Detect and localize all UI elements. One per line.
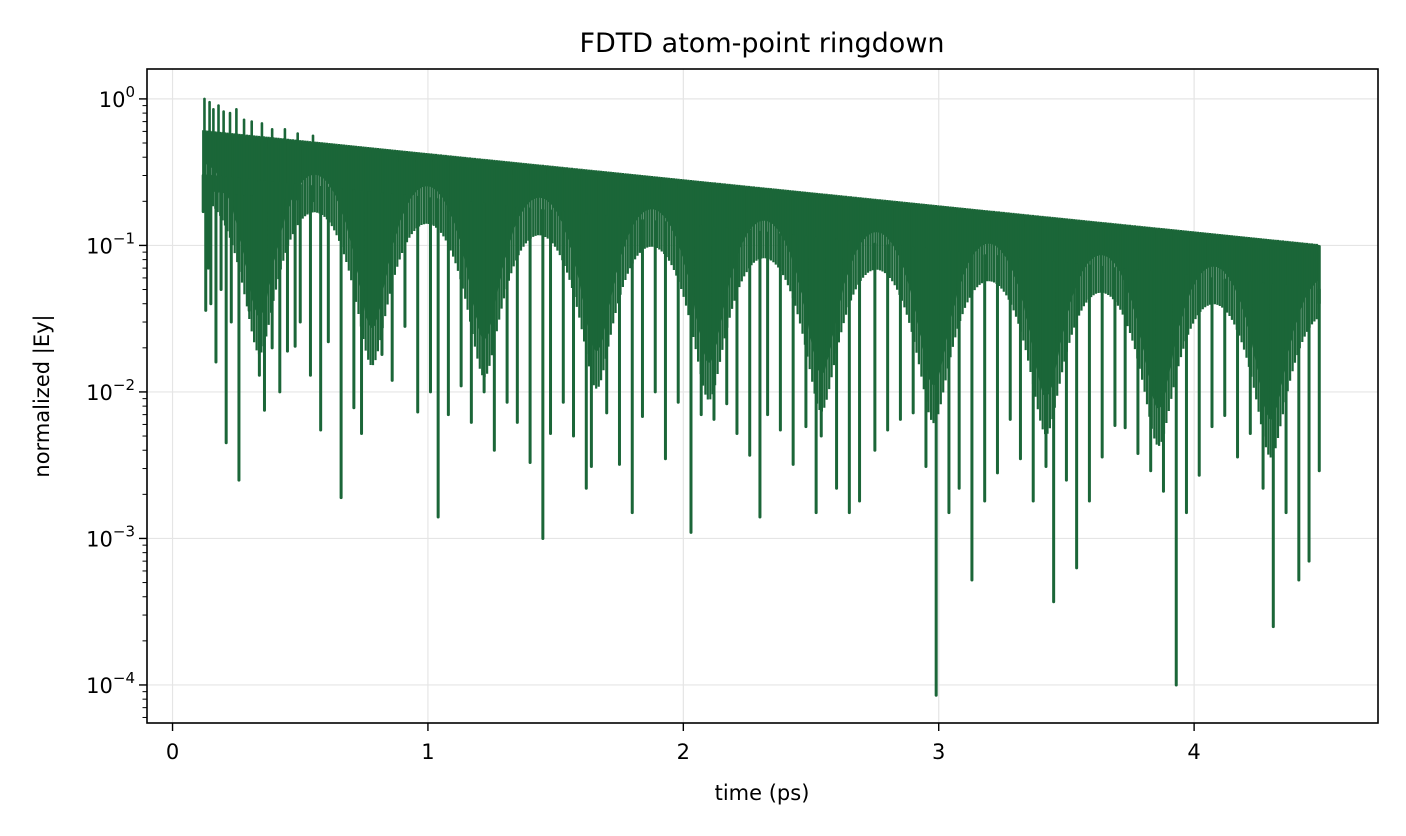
x-tick-label: 1: [421, 740, 434, 764]
series-layer: [201, 97, 1321, 697]
y-tick-label: 10−3: [86, 522, 135, 551]
plot-frame: [146, 68, 1379, 724]
x-axis-label: time (ps): [715, 781, 810, 805]
x-tick-label: 3: [932, 740, 945, 764]
x-axis: 0 1 2 3 4: [166, 723, 1201, 764]
y-tick-label: 10−4: [86, 669, 135, 698]
x-tick-label: 2: [677, 740, 690, 764]
y-axis-label: normalized |Ey|: [30, 314, 55, 477]
y-axis: 100 10−1 10−2 10−3 10−4: [86, 83, 147, 718]
y-tick-label: 10−1: [86, 229, 135, 258]
chart-title: FDTD atom-point ringdown: [579, 28, 944, 59]
y-tick-label: 100: [99, 83, 135, 112]
y-tick-label: 10−2: [86, 376, 135, 405]
x-tick-label: 4: [1187, 740, 1200, 764]
x-tick-label: 0: [166, 740, 179, 764]
